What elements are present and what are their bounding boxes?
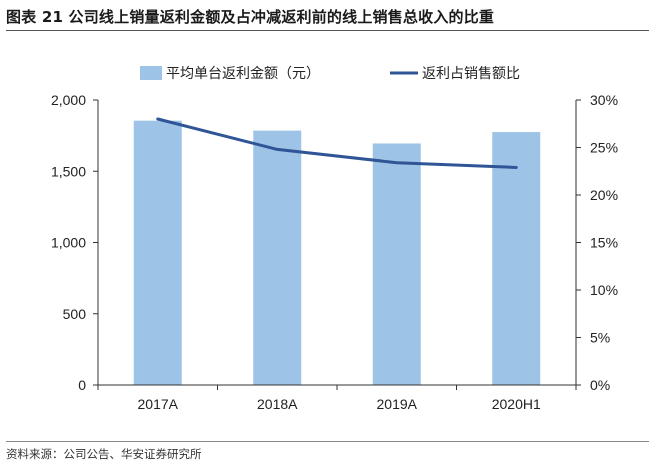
right-tick-label: 20% [590, 187, 618, 203]
right-tick-label: 5% [590, 330, 610, 346]
right-tick-label: 10% [590, 282, 618, 298]
left-tick-label: 0 [78, 377, 86, 393]
x-tick-label-2017A: 2017A [138, 396, 179, 412]
legend-swatch-bar [140, 66, 162, 80]
x-tick-label-2019A: 2019A [377, 396, 418, 412]
axes-layer: 0 500 1,000 1,500 2,000 0% 5% 10% 15% 20% 25% 30% 20… [51, 92, 618, 412]
line-layer [156, 117, 518, 169]
right-tick-label: 0% [590, 377, 610, 393]
left-tick-label: 1,500 [51, 163, 86, 179]
footer-rule [6, 441, 649, 442]
figure-title: 图表 21 公司线上销量返利金额及占冲减返利前的线上销售总收入的比重 [6, 8, 495, 26]
bar-2020H1 [492, 132, 541, 385]
bar-2018A [253, 130, 302, 385]
left-tick-label: 1,000 [51, 235, 86, 251]
bar-2019A [372, 143, 421, 385]
bar-2017A [133, 120, 182, 385]
x-tick-label-2020H1: 2020H1 [492, 396, 541, 412]
right-tick-label: 15% [590, 235, 618, 251]
title-rule [6, 30, 649, 31]
line-series-ratio [156, 117, 518, 169]
x-tick-label-2018A: 2018A [257, 396, 298, 412]
right-tick-label: 30% [590, 92, 618, 108]
legend-label-line: 返利占销售额比 [422, 66, 520, 82]
chart: 0 500 1,000 1,500 2,000 0% 5% 10% 15% 20% 25% 30% 20… [51, 66, 618, 412]
left-tick-label: 2,000 [51, 92, 86, 108]
source-note: 资料来源：公司公告、华安证券研究所 [6, 447, 202, 461]
right-tick-label: 25% [590, 140, 618, 156]
bars-layer [133, 120, 541, 385]
left-tick-label: 500 [63, 306, 87, 322]
legend: 平均单台返利金额（元） 返利占销售额比 [140, 66, 520, 82]
legend-label-bar: 平均单台返利金额（元） [166, 66, 320, 82]
